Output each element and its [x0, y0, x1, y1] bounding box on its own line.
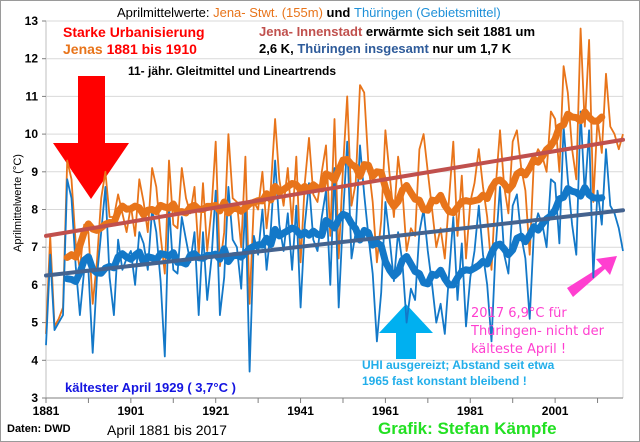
- chart-title: Aprilmittelwerte: Jena- Stwt. (155m) und…: [117, 5, 501, 20]
- uhi-note-line1: UHI ausgereizt; Abstand seit etwa: [362, 358, 555, 372]
- x-tick-label: 1881: [33, 404, 60, 418]
- cyan-up-arrow: [379, 304, 433, 359]
- series-line-jena: [45, 27, 624, 334]
- urbanisation-years: 1881 bis 1910: [106, 41, 197, 57]
- x-tick-label: 1941: [287, 404, 314, 418]
- series-line-thueringen: [45, 110, 624, 373]
- x-tick-label: 1901: [118, 404, 145, 418]
- x-axis-label: April 1881 bis 2017: [107, 422, 227, 438]
- red-down-arrow: [53, 76, 129, 199]
- smoothing-note: 11- jähr. Gleitmittel und Lineartrends: [128, 64, 337, 78]
- warming-jena-value: 2,6 K,: [259, 41, 294, 56]
- moving-average-jena: [63, 108, 606, 261]
- y-tick-label: 8: [31, 203, 38, 217]
- y-tick-label: 11: [25, 89, 38, 103]
- y-tick-label: 5: [31, 316, 38, 330]
- data-series: [44, 27, 625, 373]
- x-tick-label: 1961: [372, 404, 399, 418]
- y-tick-label: 4: [31, 353, 38, 367]
- y-tick-label: 3: [31, 391, 38, 405]
- x-tick-label: 2001: [542, 404, 569, 418]
- warming-jena: Jena- Innenstadt: [259, 24, 363, 39]
- title-thueringen: Thüringen (Gebietsmittel): [354, 5, 501, 20]
- y-tick-label: 13: [25, 14, 39, 28]
- note-2017-line3: kälteste April !: [471, 342, 567, 357]
- magenta-up-right-arrow: [567, 256, 617, 297]
- y-tick-label: 7: [31, 240, 38, 254]
- note-2017-line1: 2017 6,9°C für: [471, 306, 567, 321]
- y-axis-label: Aprilmittelwerte (°C): [12, 154, 24, 252]
- uhi-note-line2: 1965 fast konstant bleibend !: [362, 374, 527, 388]
- urbanisation-line1: Starke Urbanisierung: [63, 24, 205, 40]
- note-2017-line2: Thüringen- nicht der: [471, 324, 604, 339]
- coldest-april-note: kältester April 1929 ( 3,7°C ): [65, 380, 236, 395]
- chart-credit: Grafik: Stefan Kämpfe: [378, 419, 557, 438]
- y-tick-label: 9: [31, 165, 38, 179]
- warming-line1: Jena- Innenstadt erwärmte sich seit 1881…: [259, 24, 535, 39]
- trend-line-jena: [44, 137, 625, 238]
- y-tick-label: 10: [25, 127, 39, 141]
- warming-thueringen: Thüringen insgesamt: [297, 41, 429, 56]
- annotation-arrows: [53, 76, 617, 359]
- y-axis-ticks: 3 4 5 6 7 8 9 10 11 12 13: [25, 14, 39, 405]
- title-prefix: Aprilmittelwerte:: [117, 5, 210, 20]
- warming-line2: 2,6 K, Thüringen insgesamt nur um 1,7 K: [259, 41, 511, 56]
- y-tick-label: 12: [25, 52, 39, 66]
- urbanisation-jenas: Jenas: [63, 41, 103, 57]
- warming-thueringen-value: nur um 1,7 K: [432, 41, 512, 56]
- urbanisation-line2: Jenas 1881 bis 1910: [63, 41, 197, 57]
- moving-average-thueringen: [63, 184, 606, 289]
- title-jena: Jena- Stwt. (155m): [213, 5, 323, 20]
- trend-line-thueringen: [44, 208, 625, 278]
- y-tick-label: 6: [31, 278, 38, 292]
- x-axis-ticks: 1881 1901 1921 1941 1961 1981 2001: [33, 404, 569, 418]
- warming-text1: erwärmte sich seit 1881 um: [365, 24, 536, 39]
- x-tick-label: 1981: [457, 404, 484, 418]
- x-tick-label: 1921: [202, 404, 229, 418]
- data-source: Daten: DWD: [7, 423, 71, 435]
- title-und: und: [326, 5, 351, 20]
